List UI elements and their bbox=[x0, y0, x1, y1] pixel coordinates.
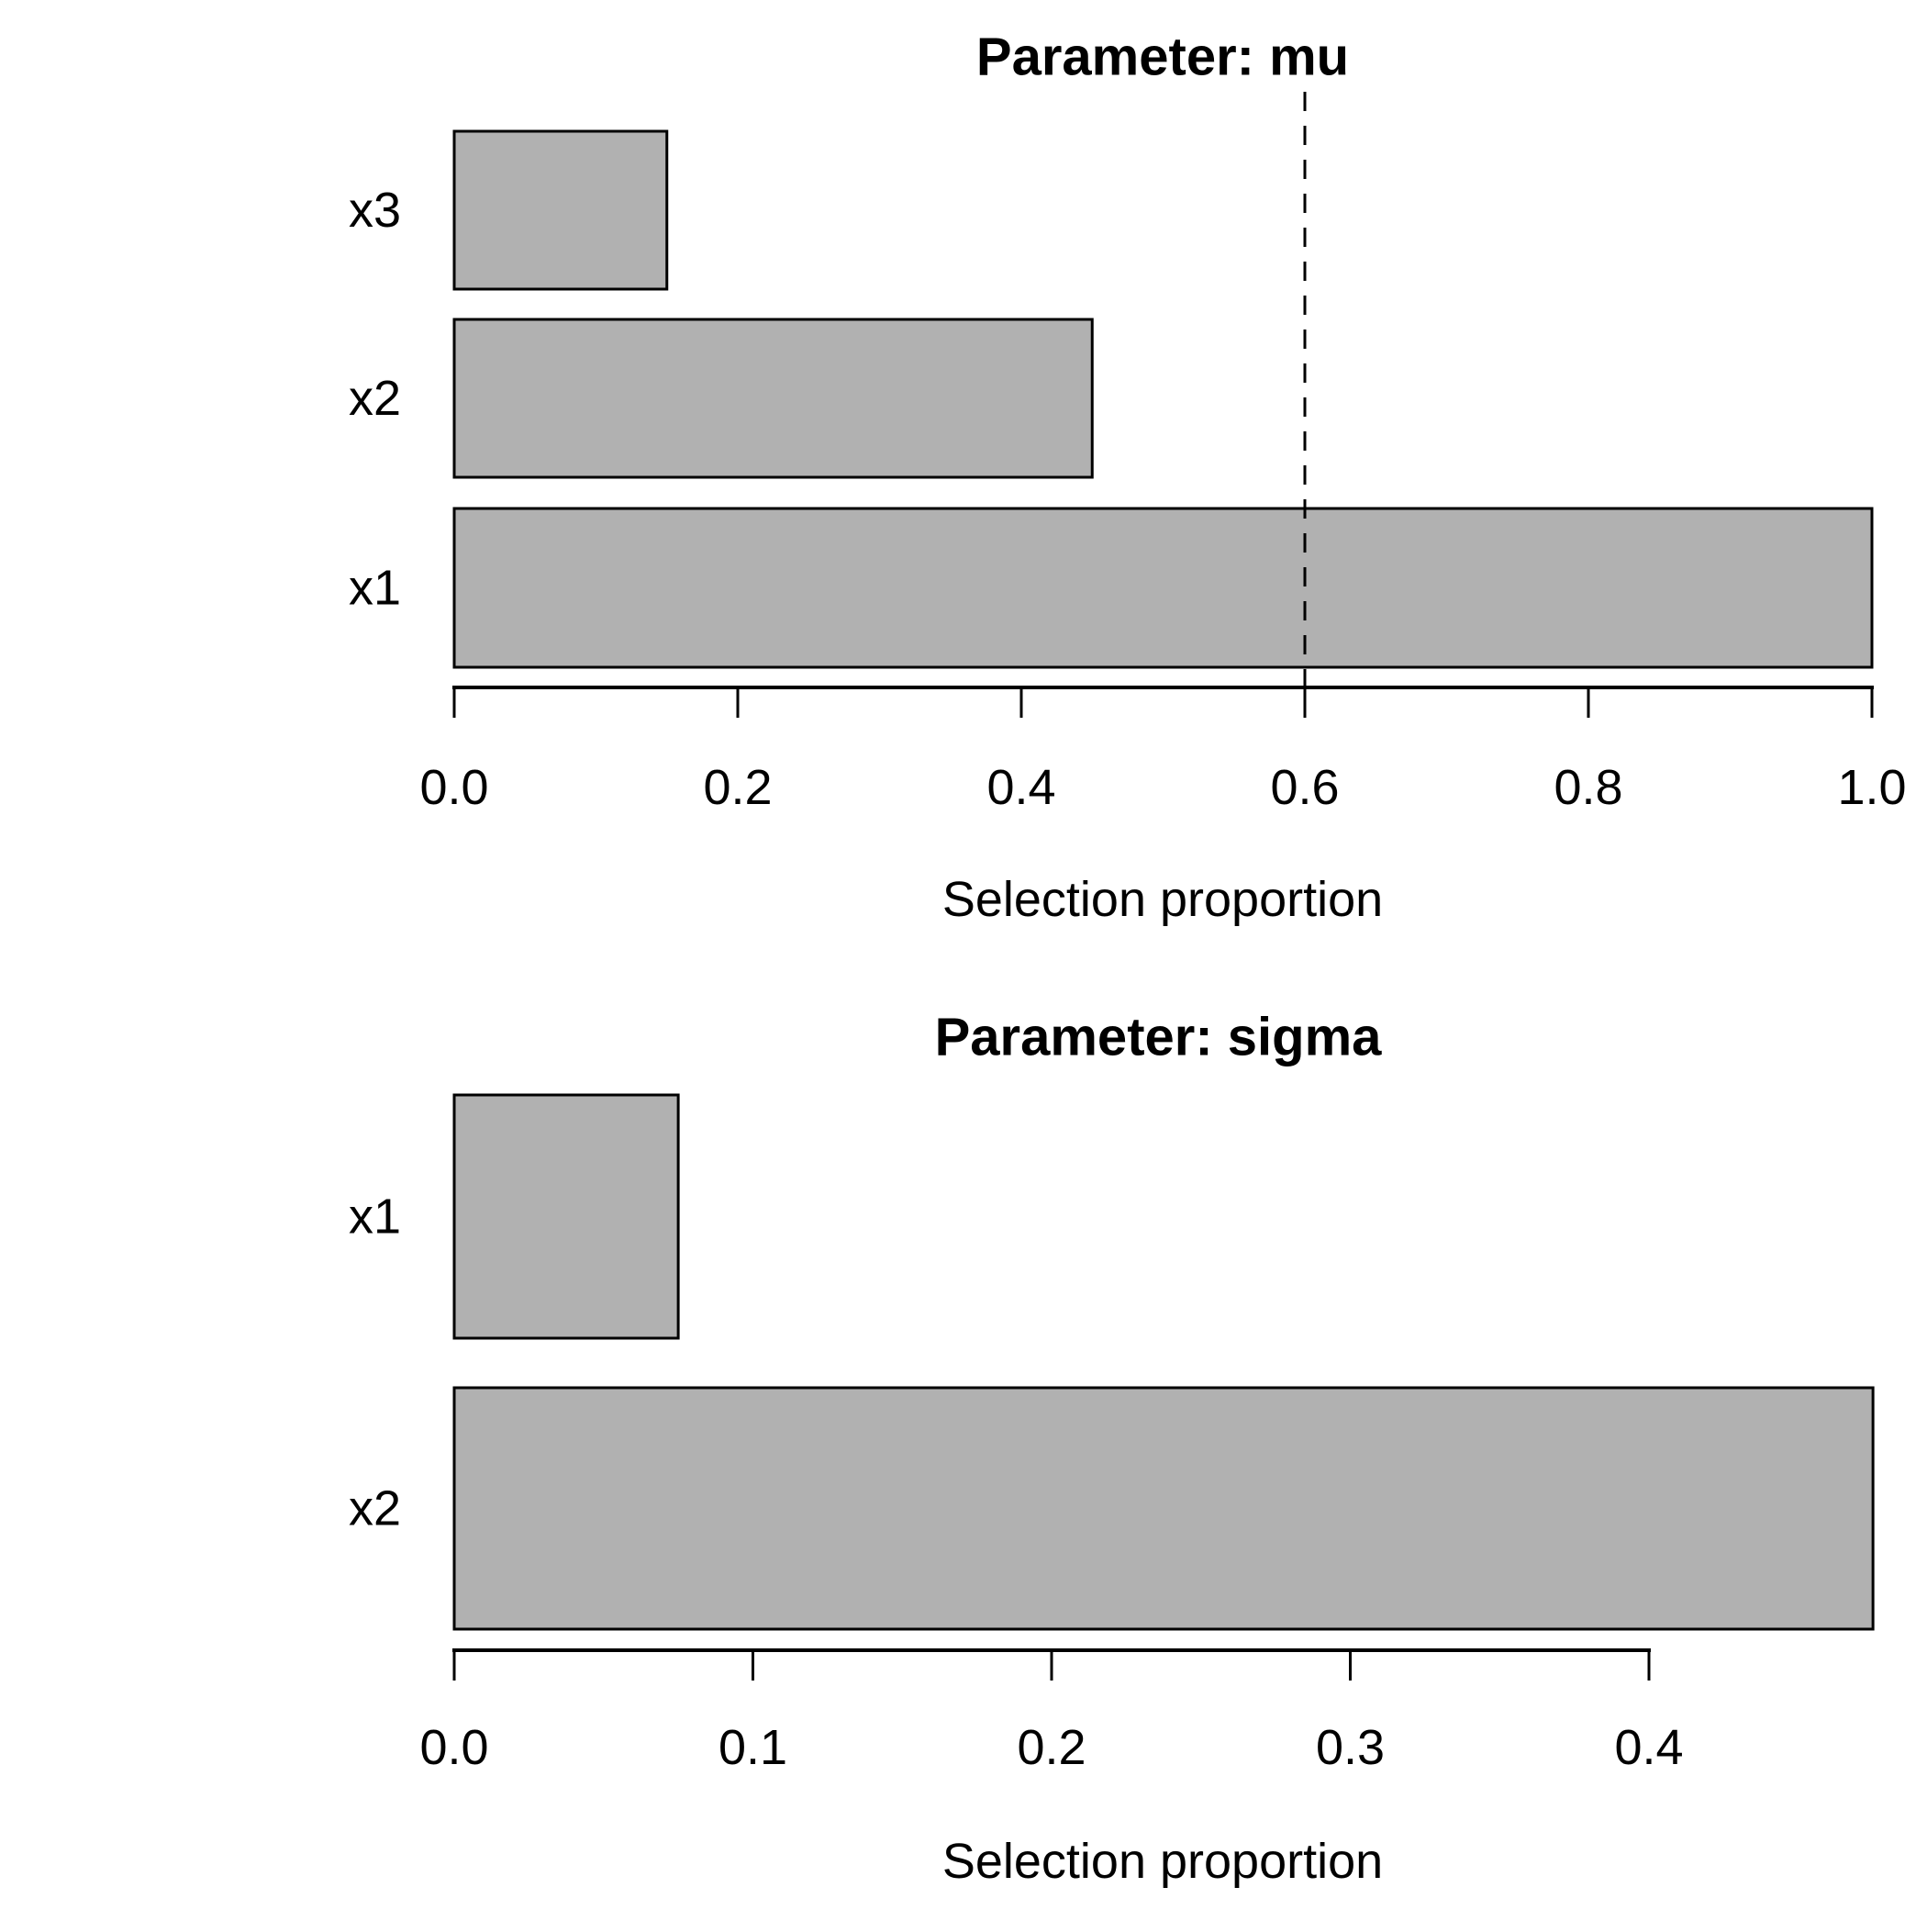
x-tick-label: 0.3 bbox=[1316, 1720, 1385, 1775]
bar-chart-mu-panel: Parameter: mu x3 x2 x1 0.0 0.2 0.4 0.6 0.8 1.0 Sel… bbox=[349, 28, 1907, 928]
category-label-x3: x3 bbox=[349, 183, 401, 238]
x-tick-label: 0.2 bbox=[703, 760, 772, 815]
category-label-x1: x1 bbox=[349, 561, 401, 616]
x-tick-label: 0.0 bbox=[419, 1720, 488, 1775]
x-tick-label: 0.4 bbox=[1614, 1720, 1683, 1775]
bar-x1 bbox=[452, 1093, 680, 1340]
x-tick-label: 0.6 bbox=[1270, 760, 1339, 815]
x-tick-label: 0.2 bbox=[1017, 1720, 1086, 1775]
x-tick-label: 0.1 bbox=[718, 1720, 787, 1775]
x-tick-label: 0.0 bbox=[419, 760, 488, 815]
x-tick-label: 1.0 bbox=[1837, 760, 1906, 815]
chart-title: Parameter: mu bbox=[976, 28, 1349, 87]
chart-title: Parameter: sigma bbox=[935, 1008, 1383, 1067]
category-label-x1: x1 bbox=[349, 1189, 401, 1245]
category-label-x2: x2 bbox=[349, 1481, 401, 1536]
x-tick-label: 0.4 bbox=[986, 760, 1055, 815]
x-tick-label: 0.8 bbox=[1554, 760, 1622, 815]
category-label-x2: x2 bbox=[349, 371, 401, 426]
bar-x2 bbox=[452, 318, 1094, 479]
bar-x2 bbox=[452, 1386, 1875, 1631]
bar-chart-sigma-panel: Parameter: sigma x1 x2 0.0 0.1 0.2 0.3 0.4 Selec… bbox=[349, 1008, 1875, 1889]
x-axis-title: Selection proportion bbox=[942, 872, 1383, 927]
bar-x3 bbox=[452, 129, 669, 291]
bar-x1 bbox=[452, 507, 1874, 669]
x-axis-title: Selection proportion bbox=[942, 1834, 1383, 1889]
